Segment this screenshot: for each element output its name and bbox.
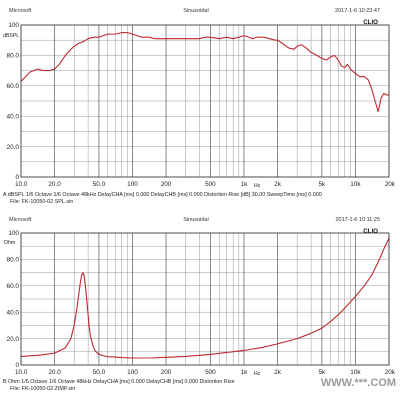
x-tick-label: 200 xyxy=(161,369,172,376)
watermark: WWW.***.COM xyxy=(321,377,396,389)
chart-a-header-center: Sinusoidal xyxy=(183,8,208,14)
chart-b-frame xyxy=(20,232,390,366)
chart-b-file: File: FK-10050-02 ZIMP.sin xyxy=(10,386,75,392)
chart-a-y-unit: dBSPL xyxy=(3,33,19,39)
x-tick-label: 20.0 xyxy=(48,369,61,376)
y-tick-label: 100 xyxy=(8,230,19,237)
x-tick-label: 500 xyxy=(205,369,216,376)
x-tick-label: 20k xyxy=(385,369,396,376)
y-tick-label: 40.0 xyxy=(7,309,20,316)
chart-b-brand: CLIO xyxy=(363,228,378,235)
x-tick-label: 100 xyxy=(127,181,138,188)
spl-chart: Microsoft Sinusoidal 2017-1-6 10:23:47 C… xyxy=(3,8,396,205)
chart-b-x-ticks: 10.0 20.0 50.0 100 200 500 1k 2k 5k 10k 20k xyxy=(15,369,396,376)
x-tick-label: 10.0 xyxy=(15,181,28,188)
chart-a-y-ticks: 0 20.0 40.0 60.0 80.0 100 xyxy=(7,22,20,181)
y-tick-label: 80.0 xyxy=(7,53,20,60)
y-tick-label: 60.0 xyxy=(7,83,20,90)
x-tick-label: 5k xyxy=(319,369,327,376)
chart-a-header-right: 2017-1-6 10:23:47 xyxy=(335,8,380,14)
y-tick-label: 100 xyxy=(8,22,19,29)
x-tick-label: 2k xyxy=(274,181,282,188)
x-tick-label: 1k xyxy=(241,181,249,188)
y-tick-label: 0 xyxy=(15,362,19,369)
chart-a-info: A dBSPL 1/6 Octave 1/6 Octave 48kHz Dela… xyxy=(3,192,322,198)
chart-a-header-left: Microsoft xyxy=(9,8,32,14)
chart-a-spl-curve xyxy=(20,32,389,113)
chart-a-x-unit: Hz xyxy=(254,183,261,189)
y-tick-label: 20.0 xyxy=(7,336,20,343)
x-tick-label: 10k xyxy=(350,181,361,188)
x-tick-label: 10k xyxy=(350,369,361,376)
x-tick-label: 100 xyxy=(127,369,138,376)
chart-b-y-unit: Ohm xyxy=(4,240,15,246)
chart-b-y-ticks: 0 20.0 40.0 60.0 80.0 100 xyxy=(7,230,20,369)
x-tick-label: 500 xyxy=(205,181,216,188)
x-tick-label: 20k xyxy=(385,181,396,188)
x-tick-label: 50.0 xyxy=(93,369,106,376)
chart-b-impedance-curve xyxy=(20,238,390,359)
x-tick-label: 50.0 xyxy=(93,181,106,188)
chart-a-frame xyxy=(20,24,390,178)
impedance-chart: Microsoft Sinusoidal 2017-1-6 10:11:25 C… xyxy=(3,217,396,392)
chart-b-grid xyxy=(21,233,389,365)
y-tick-label: 20.0 xyxy=(7,144,20,151)
chart-b-x-unit: Hz xyxy=(254,371,261,377)
chart-a-file: File: FK-10050-02 SPL.sin xyxy=(10,199,73,205)
x-tick-label: 2k xyxy=(274,369,282,376)
chart-b-header-right: 2017-1-6 10:11:25 xyxy=(335,217,380,223)
x-tick-label: 10.0 xyxy=(15,369,28,376)
x-tick-label: 5k xyxy=(319,181,327,188)
y-tick-label: 40.0 xyxy=(7,113,20,120)
chart-a-grid xyxy=(21,25,389,177)
y-tick-label: 60.0 xyxy=(7,283,20,290)
y-tick-label: 0 xyxy=(15,174,19,181)
chart-a-brand: CLIO xyxy=(363,19,378,26)
chart-a-x-ticks: 10.0 20.0 50.0 100 200 500 1k 2k 5k 10k 20k xyxy=(15,181,396,188)
x-tick-label: 1k xyxy=(241,369,249,376)
y-tick-label: 80.0 xyxy=(7,257,20,264)
chart-b-info: B Ohm 1/6 Octave 1/6 Octave 48kHz DelayC… xyxy=(3,379,235,385)
chart-b-header-left: Microsoft xyxy=(9,217,32,223)
x-tick-label: 20.0 xyxy=(48,181,61,188)
x-tick-label: 200 xyxy=(161,181,172,188)
chart-b-header-center: Sinusoidal xyxy=(183,217,208,223)
